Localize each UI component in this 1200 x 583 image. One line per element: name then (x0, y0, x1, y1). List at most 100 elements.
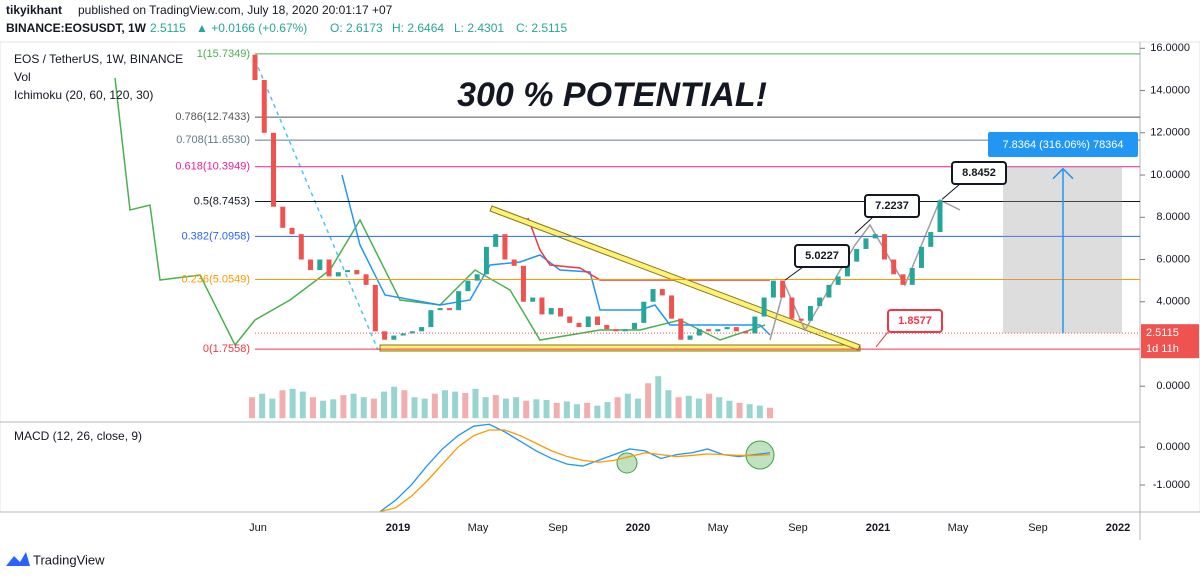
candle-body (872, 234, 878, 239)
resistance-band (489, 205, 861, 351)
candle-body (326, 259, 332, 277)
kijun (341, 174, 771, 336)
candle-body (419, 327, 425, 332)
support-band (379, 344, 861, 352)
signal-line (379, 429, 771, 513)
candle-body (817, 297, 823, 306)
candle-body (345, 270, 351, 273)
candle-body (937, 200, 943, 233)
volume-bar (472, 388, 479, 419)
legend-entry: EOS / TetherUS, 1W, BINANCE (14, 52, 183, 66)
candle-body (909, 267, 915, 285)
volume-bar (645, 383, 652, 419)
candle-body (928, 232, 934, 247)
macd-line (379, 423, 771, 513)
volume-bar (675, 397, 682, 419)
candle-body (743, 331, 749, 334)
change: ▲ +0.0166 (+0.67%) (196, 21, 307, 35)
volume-bar (360, 397, 367, 419)
candle-body (696, 329, 702, 336)
volume-bar (309, 397, 316, 419)
volume-bar (746, 404, 753, 419)
candle-body (289, 227, 295, 235)
candle-body (280, 206, 286, 228)
candle-body (530, 297, 536, 302)
projection-path (769, 198, 961, 341)
candle-body (669, 295, 675, 319)
callout-label: 7.2237 (875, 200, 909, 212)
candle-body (271, 132, 277, 207)
candle-body (520, 265, 526, 302)
candle-body (706, 329, 712, 332)
ohlc: O: 2.6173 (330, 21, 383, 35)
price-tick-label: 8.0000 (1156, 211, 1190, 223)
time-label: 2019 (386, 522, 410, 534)
volume-bar (340, 395, 347, 419)
candle-body (650, 289, 656, 302)
candle-body (807, 305, 813, 321)
volume-bar (289, 388, 296, 419)
price-tick-label: 16.0000 (1150, 42, 1190, 54)
macd-tick-label: 0.0000 (1156, 441, 1190, 453)
volume-bar (269, 398, 276, 419)
candle-body (474, 274, 480, 281)
volume-bar (513, 397, 520, 419)
volume-bar (370, 398, 377, 419)
candle-body (835, 276, 841, 285)
measure-label: 7.8364 (316.06%) 78364 (1002, 139, 1123, 151)
symbol: BINANCE:EOSUSDT, 1W (6, 21, 147, 35)
macd-tick-label: -1.0000 (1153, 479, 1190, 491)
ohlc: C: 2.5115 (516, 21, 567, 35)
volume-bar (259, 393, 266, 419)
candle-body (372, 284, 378, 332)
volume-bar (441, 390, 448, 419)
candle-body (363, 274, 369, 285)
candle-body (354, 270, 360, 275)
fib-label: 0.236(5.0549) (182, 273, 251, 285)
callout-box (951, 161, 1007, 185)
volume-bar (502, 398, 509, 419)
fib-label: 0.786(12.7433) (175, 111, 250, 123)
candle-body (761, 297, 767, 317)
fib-label: 1(15.7349) (197, 48, 250, 60)
time-label: May (468, 522, 489, 534)
author: tikyikhant (6, 3, 62, 17)
candle-body (539, 297, 545, 315)
candle-body (780, 280, 786, 298)
candle-body (641, 301, 647, 323)
candle-body (409, 331, 415, 334)
footer-text: TradingView (33, 552, 105, 567)
fib-label: 0.5(8.7453) (194, 195, 250, 207)
callout-pointer (784, 266, 804, 281)
candle-body (446, 308, 452, 311)
time-label: May (948, 522, 969, 534)
time-label: 2021 (866, 522, 890, 534)
candle-body (595, 316, 600, 325)
candle-body (382, 331, 388, 340)
volume-bar (543, 400, 550, 419)
callout-box (887, 309, 943, 333)
candle-body (567, 316, 573, 323)
candle-body (863, 238, 869, 249)
ohlc: H: 2.6464 (392, 21, 444, 35)
price-tick-label: 10.0000 (1150, 169, 1190, 181)
candle-body (918, 246, 924, 268)
candle-body (798, 318, 804, 321)
last: 2.5115 (150, 21, 186, 35)
fib-label: 0.618(10.3949) (175, 161, 250, 173)
candle-body (770, 280, 776, 298)
measure-arrowhead (1052, 167, 1074, 180)
candle-body (391, 335, 397, 340)
macd-title: MACD (12, 26, close, 9) (14, 429, 142, 443)
fib-label: 0.382(7.0958) (182, 230, 251, 242)
candle-body (604, 324, 610, 330)
candle-body (724, 327, 730, 330)
volume-bar (279, 390, 286, 419)
candle-body (400, 333, 406, 336)
volume-bar (411, 397, 418, 419)
candle-body (428, 310, 434, 328)
candle-body (891, 259, 897, 275)
candle-body (659, 289, 665, 296)
volume-bar (706, 393, 713, 419)
volume-bar (756, 405, 763, 419)
